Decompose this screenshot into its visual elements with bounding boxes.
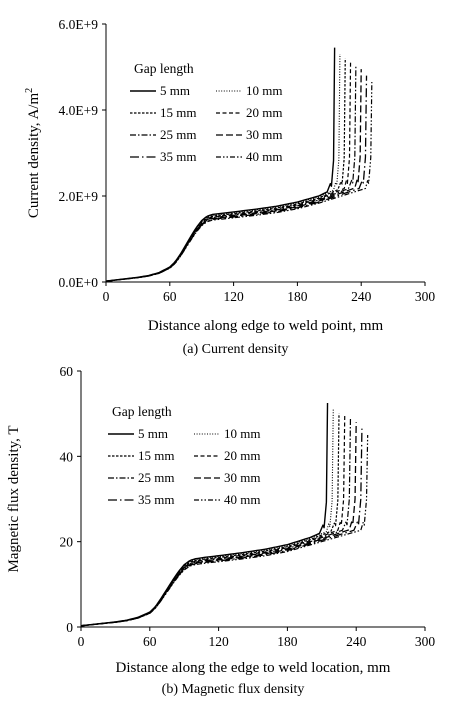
- legend-label: 15 mm: [160, 105, 196, 120]
- series-line: [80, 434, 369, 627]
- x-tick-label: 300: [415, 289, 436, 304]
- chart-current-density: 0 60 120 180 240 300 0.0E+0 2.0E+9 4.0E+9 6.0E+9 D…: [24, 17, 435, 357]
- legend-label: 25 mm: [160, 127, 196, 142]
- legend-label: 40 mm: [246, 149, 282, 164]
- series-line: [105, 54, 341, 282]
- legend: Gap length 5 mm 10 mm 15 mm 20 mm 25 mm 30 mm 3…: [130, 61, 282, 164]
- legend-title: Gap length: [112, 404, 172, 419]
- series-line: [80, 417, 352, 627]
- series-line: [80, 402, 329, 627]
- x-tick-label: 120: [223, 289, 244, 304]
- x-tick-label: 300: [415, 634, 436, 649]
- x-axis-label: Distance along the edge to weld location…: [116, 660, 391, 676]
- series-line: [105, 64, 357, 282]
- legend-label: 10 mm: [224, 426, 260, 441]
- y-tick-label: 4.0E+9: [59, 103, 99, 118]
- chart-caption: (a) Current density: [183, 342, 289, 357]
- x-tick-label: 240: [346, 634, 367, 649]
- chart-caption: (b) Magnetic flux density: [162, 682, 305, 697]
- legend-label: 20 mm: [246, 105, 282, 120]
- series-line: [105, 69, 362, 282]
- y-axis-label: Current density, A/m2: [24, 88, 42, 218]
- x-tick-label: 180: [287, 289, 308, 304]
- legend-title: Gap length: [134, 61, 194, 76]
- x-tick-label: 240: [351, 289, 372, 304]
- x-tick-label: 60: [143, 634, 157, 649]
- y-tick-label: 0: [66, 620, 73, 635]
- series-line: [80, 413, 340, 627]
- y-tick-label: 0.0E+0: [59, 275, 99, 290]
- legend-label: 20 mm: [224, 448, 260, 463]
- series-line: [105, 75, 368, 282]
- legend-label: 40 mm: [224, 492, 260, 507]
- legend-label: 35 mm: [138, 492, 174, 507]
- series-line: [105, 82, 373, 282]
- legend-label: 5 mm: [138, 426, 168, 441]
- legend-label: 5 mm: [160, 83, 190, 98]
- x-tick-label: 0: [103, 289, 110, 304]
- legend-label: 30 mm: [224, 470, 260, 485]
- y-tick-label: 40: [60, 449, 74, 464]
- y-tick-label: 20: [60, 535, 74, 550]
- y-tick-label: 60: [60, 364, 74, 379]
- x-axis-label: Distance along edge to weld point, mm: [148, 318, 384, 334]
- legend: Gap length 5 mm 10 mm 15 mm 20 mm 25 mm 30 mm 3…: [108, 404, 260, 507]
- series-line: [105, 58, 346, 282]
- x-tick-label: 60: [163, 289, 177, 304]
- x-tick-label: 0: [78, 634, 85, 649]
- x-tick-label: 180: [277, 634, 298, 649]
- legend-label: 25 mm: [138, 470, 174, 485]
- series-line: [105, 47, 336, 282]
- y-axis-label: Magnetic flux density, T: [6, 425, 22, 572]
- series-line: [80, 428, 363, 627]
- x-tick-label: 120: [208, 634, 229, 649]
- chart-magnetic-flux-density: 0 60 120 180 240 300 0 20 40 60 Distance along the…: [6, 364, 435, 697]
- series-line: [80, 409, 334, 627]
- legend-label: 35 mm: [160, 149, 196, 164]
- legend-label: 10 mm: [246, 83, 282, 98]
- series-line: [80, 415, 346, 627]
- y-tick-label: 2.0E+9: [59, 189, 99, 204]
- y-tick-label: 6.0E+9: [59, 17, 99, 32]
- legend-label: 30 mm: [246, 127, 282, 142]
- legend-label: 15 mm: [138, 448, 174, 463]
- series-line: [80, 422, 357, 627]
- series-line: [105, 60, 352, 282]
